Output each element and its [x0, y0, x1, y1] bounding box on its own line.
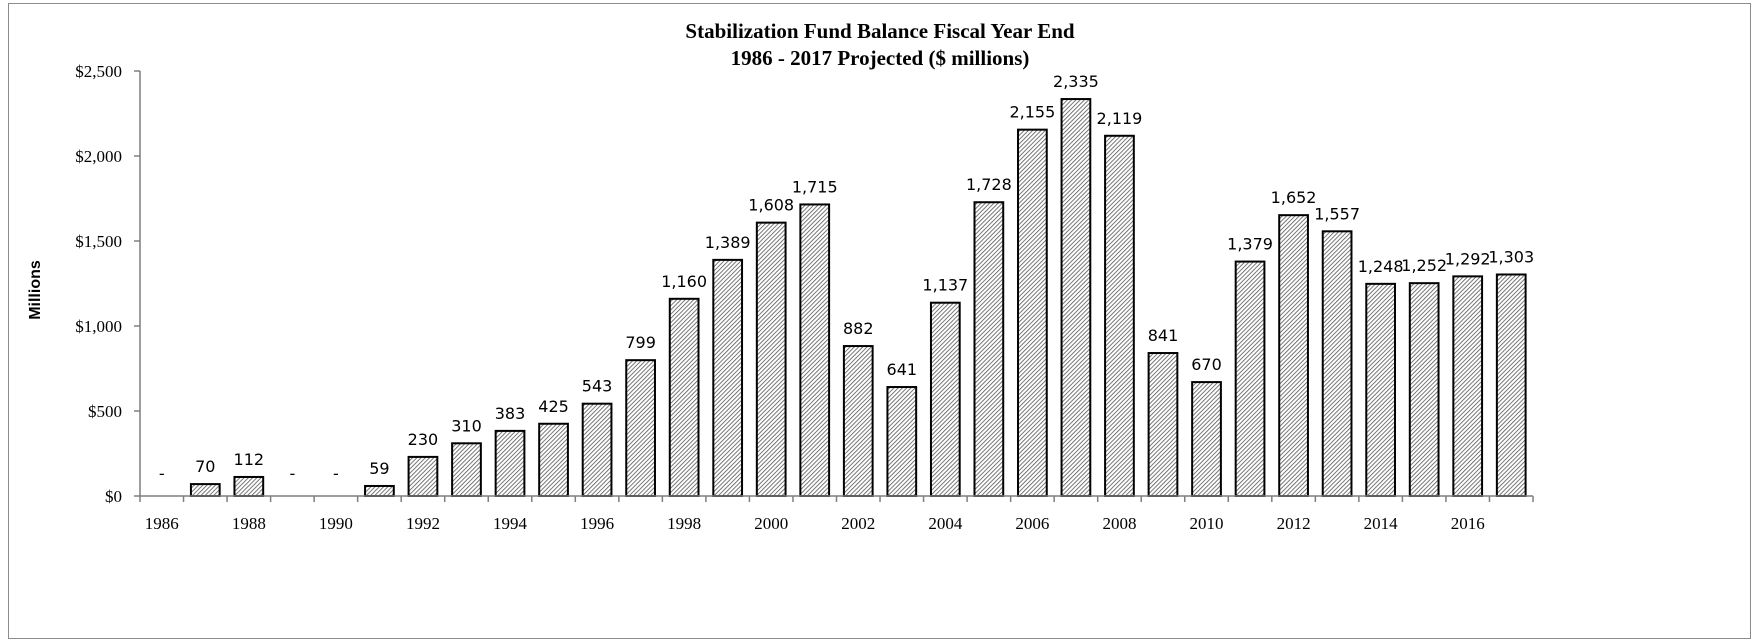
x-tick-label: 1992 [406, 514, 440, 533]
bar-2017 [1495, 273, 1527, 497]
x-tick-label: 1986 [145, 514, 179, 533]
x-tick-label: 2016 [1451, 514, 1485, 533]
x-axis-ticks: 1986 1988 1990 1992 1994 1996 1998 2000 2002 2004… [139, 496, 1534, 533]
bar-1997 [625, 359, 656, 498]
data-label-2008: 2,119 [1097, 109, 1143, 128]
x-tick-label: 2004 [928, 514, 963, 533]
data-label-2004: 1,137 [922, 276, 968, 295]
x-tick-label: 1988 [232, 514, 266, 533]
x-tick-label: 1998 [667, 514, 701, 533]
bar-1992 [407, 455, 439, 497]
data-label-2006: 2,155 [1009, 103, 1055, 122]
bar-2005 [973, 201, 1005, 498]
y-axis-ticks: $0 $500 $1,000 $1,500 $2,000 $2,500 [75, 62, 140, 506]
y-tick-label: $0 [105, 487, 122, 506]
y-tick-label: $1,500 [75, 232, 122, 251]
x-tick-label: 1990 [319, 514, 353, 533]
data-label-1989: - [289, 464, 295, 483]
data-label-1998: 1,160 [661, 272, 707, 291]
bar-1994 [494, 429, 526, 498]
data-label-1995: 425 [538, 397, 569, 416]
y-tick-label: $1,000 [75, 317, 122, 336]
data-label-1996: 543 [582, 377, 613, 396]
x-tick-label: 2006 [1015, 514, 1049, 533]
data-label-1992: 230 [408, 430, 439, 449]
bar-2014 [1365, 282, 1397, 497]
data-label-2013: 1,557 [1314, 204, 1360, 223]
bar-2000 [755, 221, 787, 497]
bar-2006 [1017, 128, 1048, 497]
bar-2001 [799, 203, 831, 497]
data-label-2016: 1,292 [1445, 249, 1491, 268]
bar-1998 [668, 297, 700, 497]
data-label-2000: 1,608 [748, 196, 794, 215]
bar-1995 [538, 422, 569, 497]
bar-2009 [1147, 352, 1179, 497]
data-label-1990: - [333, 464, 339, 483]
x-tick-label: 1994 [493, 514, 528, 533]
data-label-2015: 1,252 [1401, 256, 1447, 275]
bar-2010 [1191, 381, 1222, 498]
bars [189, 98, 1527, 498]
data-label-1994: 383 [495, 404, 526, 423]
bar-2016 [1452, 275, 1484, 497]
data-label-1991: 59 [369, 459, 389, 478]
y-tick-label: $2,000 [75, 147, 122, 166]
bar-2007 [1060, 98, 1092, 498]
data-labels: - 70 112 - - 59 230 310 383 425 543 799 1,160 1,389 1,… [159, 72, 1534, 483]
bar-2011 [1234, 260, 1266, 497]
bar-1988 [233, 475, 265, 497]
data-label-2001: 1,715 [792, 177, 838, 196]
bar-2004 [929, 301, 961, 497]
data-label-1987: 70 [195, 457, 215, 476]
x-tick-label: 2000 [754, 514, 788, 533]
data-label-1997: 799 [625, 333, 656, 352]
bar-2013 [1321, 230, 1353, 497]
bar-1991 [364, 484, 395, 498]
y-tick-label: $500 [88, 402, 122, 421]
x-tick-label: 2002 [841, 514, 875, 533]
data-label-2012: 1,652 [1271, 188, 1317, 207]
bar-2003 [886, 386, 918, 497]
x-tick-label: 2014 [1364, 514, 1399, 533]
bar-1993 [451, 442, 482, 497]
x-tick-label: 1996 [580, 514, 614, 533]
data-label-1993: 310 [451, 416, 482, 435]
data-label-2003: 641 [887, 360, 918, 379]
y-tick-label: $2,500 [75, 62, 122, 81]
bar-2012 [1278, 214, 1309, 497]
bar-1999 [712, 258, 744, 497]
data-label-2014: 1,248 [1358, 257, 1404, 276]
data-label-2009: 841 [1148, 326, 1179, 345]
bar-2015 [1408, 282, 1440, 497]
data-label-1999: 1,389 [705, 233, 751, 252]
bar-2002 [842, 345, 874, 497]
bar-2008 [1104, 134, 1135, 498]
data-label-2005: 1,728 [966, 175, 1012, 194]
chart-subtitle: 1986 - 2017 Projected ($ millions) [731, 46, 1030, 70]
bar-1987 [189, 483, 221, 498]
data-label-2011: 1,379 [1227, 235, 1273, 254]
x-tick-label: 2008 [1102, 514, 1136, 533]
data-label-1988: 112 [234, 450, 265, 469]
y-axis-label: Millions [27, 260, 44, 320]
data-label-2017: 1,303 [1488, 247, 1534, 266]
bar-1996 [581, 402, 613, 497]
data-label-1986: - [159, 464, 165, 483]
chart-title: Stabilization Fund Balance Fiscal Year E… [685, 19, 1074, 43]
data-label-2002: 882 [843, 319, 874, 338]
data-label-2010: 670 [1191, 355, 1222, 374]
x-tick-label: 2012 [1277, 514, 1311, 533]
x-tick-label: 2010 [1190, 514, 1224, 533]
data-label-2007: 2,335 [1053, 72, 1099, 91]
